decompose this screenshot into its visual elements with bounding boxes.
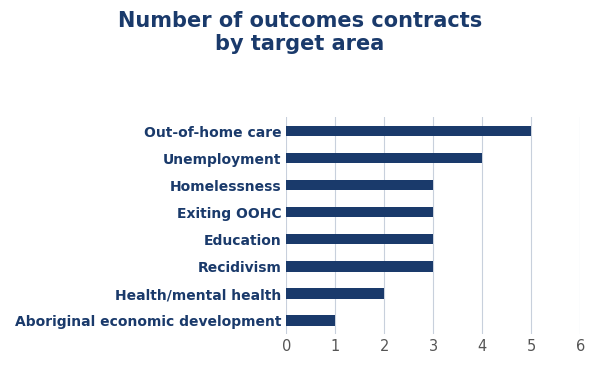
Bar xyxy=(286,153,482,163)
Bar xyxy=(286,261,433,272)
Text: Number of outcomes contracts
by target area: Number of outcomes contracts by target a… xyxy=(118,11,482,54)
Bar xyxy=(286,234,433,245)
Bar xyxy=(286,180,433,190)
Bar xyxy=(286,207,433,217)
Bar xyxy=(286,126,532,136)
Bar xyxy=(286,288,385,299)
Bar xyxy=(286,315,335,326)
